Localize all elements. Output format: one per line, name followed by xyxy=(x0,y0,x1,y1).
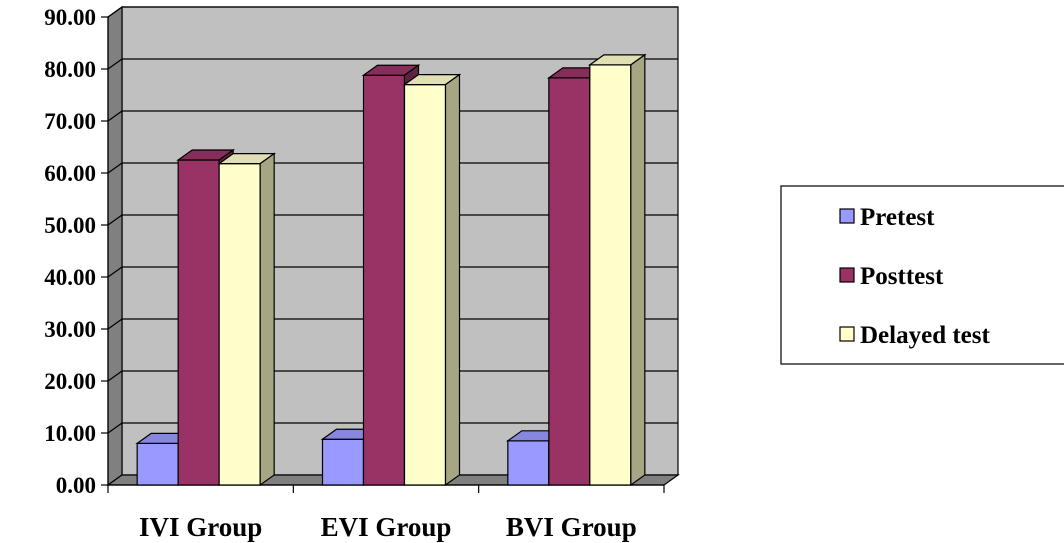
y-tick-label: 60.00 xyxy=(44,161,96,186)
gridline xyxy=(107,422,678,434)
gridline xyxy=(107,266,678,278)
y-axis-tick-labels: 0.00 10.00 20.00 30.00 40.00 50.00 60.00 70.00 8… xyxy=(44,5,96,498)
x-category-label: IVI Group xyxy=(139,512,262,542)
y-tick-label: 0.00 xyxy=(56,473,96,498)
gridline xyxy=(107,318,678,330)
y-tick-label: 30.00 xyxy=(44,317,96,342)
y-tick-label: 40.00 xyxy=(44,265,96,290)
bar-pretest xyxy=(136,442,179,486)
legend-swatch xyxy=(839,267,855,283)
legend-box xyxy=(780,185,1064,365)
legend-label: Pretest xyxy=(860,204,935,231)
y-tick-label: 90.00 xyxy=(44,5,96,30)
bar-delayed-test xyxy=(218,163,261,486)
bar-pretest xyxy=(507,440,550,486)
gridline xyxy=(107,162,678,174)
legend-swatch xyxy=(839,208,855,224)
bar-posttest xyxy=(362,74,406,486)
y-tick-label: 50.00 xyxy=(44,213,96,238)
bar-pretest xyxy=(321,438,365,486)
bar-delayed-test xyxy=(589,64,632,486)
y-tick-label: 80.00 xyxy=(44,57,96,82)
legend: Pretest Posttest Delayed test xyxy=(780,185,1064,365)
gridline xyxy=(107,214,678,226)
legend-label: Delayed test xyxy=(860,322,990,349)
x-category-label: BVI Group xyxy=(506,512,637,542)
bars xyxy=(135,53,647,487)
legend-swatch xyxy=(839,326,855,342)
bar-delayed-test xyxy=(403,83,447,486)
side-wall xyxy=(107,5,123,487)
x-axis-category-labels: IVI Group EVI Group BVI Group xyxy=(139,512,637,542)
bar-delayed-test-side xyxy=(444,73,461,487)
legend-label: Posttest xyxy=(860,263,944,290)
gridline xyxy=(107,6,678,18)
gridline xyxy=(107,58,678,70)
bar-posttest xyxy=(548,77,591,486)
gridline xyxy=(107,370,678,382)
x-category-label: EVI Group xyxy=(321,512,452,542)
y-tick-label: 10.00 xyxy=(44,421,96,446)
bar-delayed-test-side xyxy=(259,152,275,487)
gridline xyxy=(107,110,678,122)
bar-delayed-test-side xyxy=(630,53,646,487)
bar-posttest xyxy=(177,159,220,486)
gridlines xyxy=(107,6,678,434)
y-tick-label: 70.00 xyxy=(44,109,96,134)
y-tick-label: 20.00 xyxy=(44,369,96,394)
